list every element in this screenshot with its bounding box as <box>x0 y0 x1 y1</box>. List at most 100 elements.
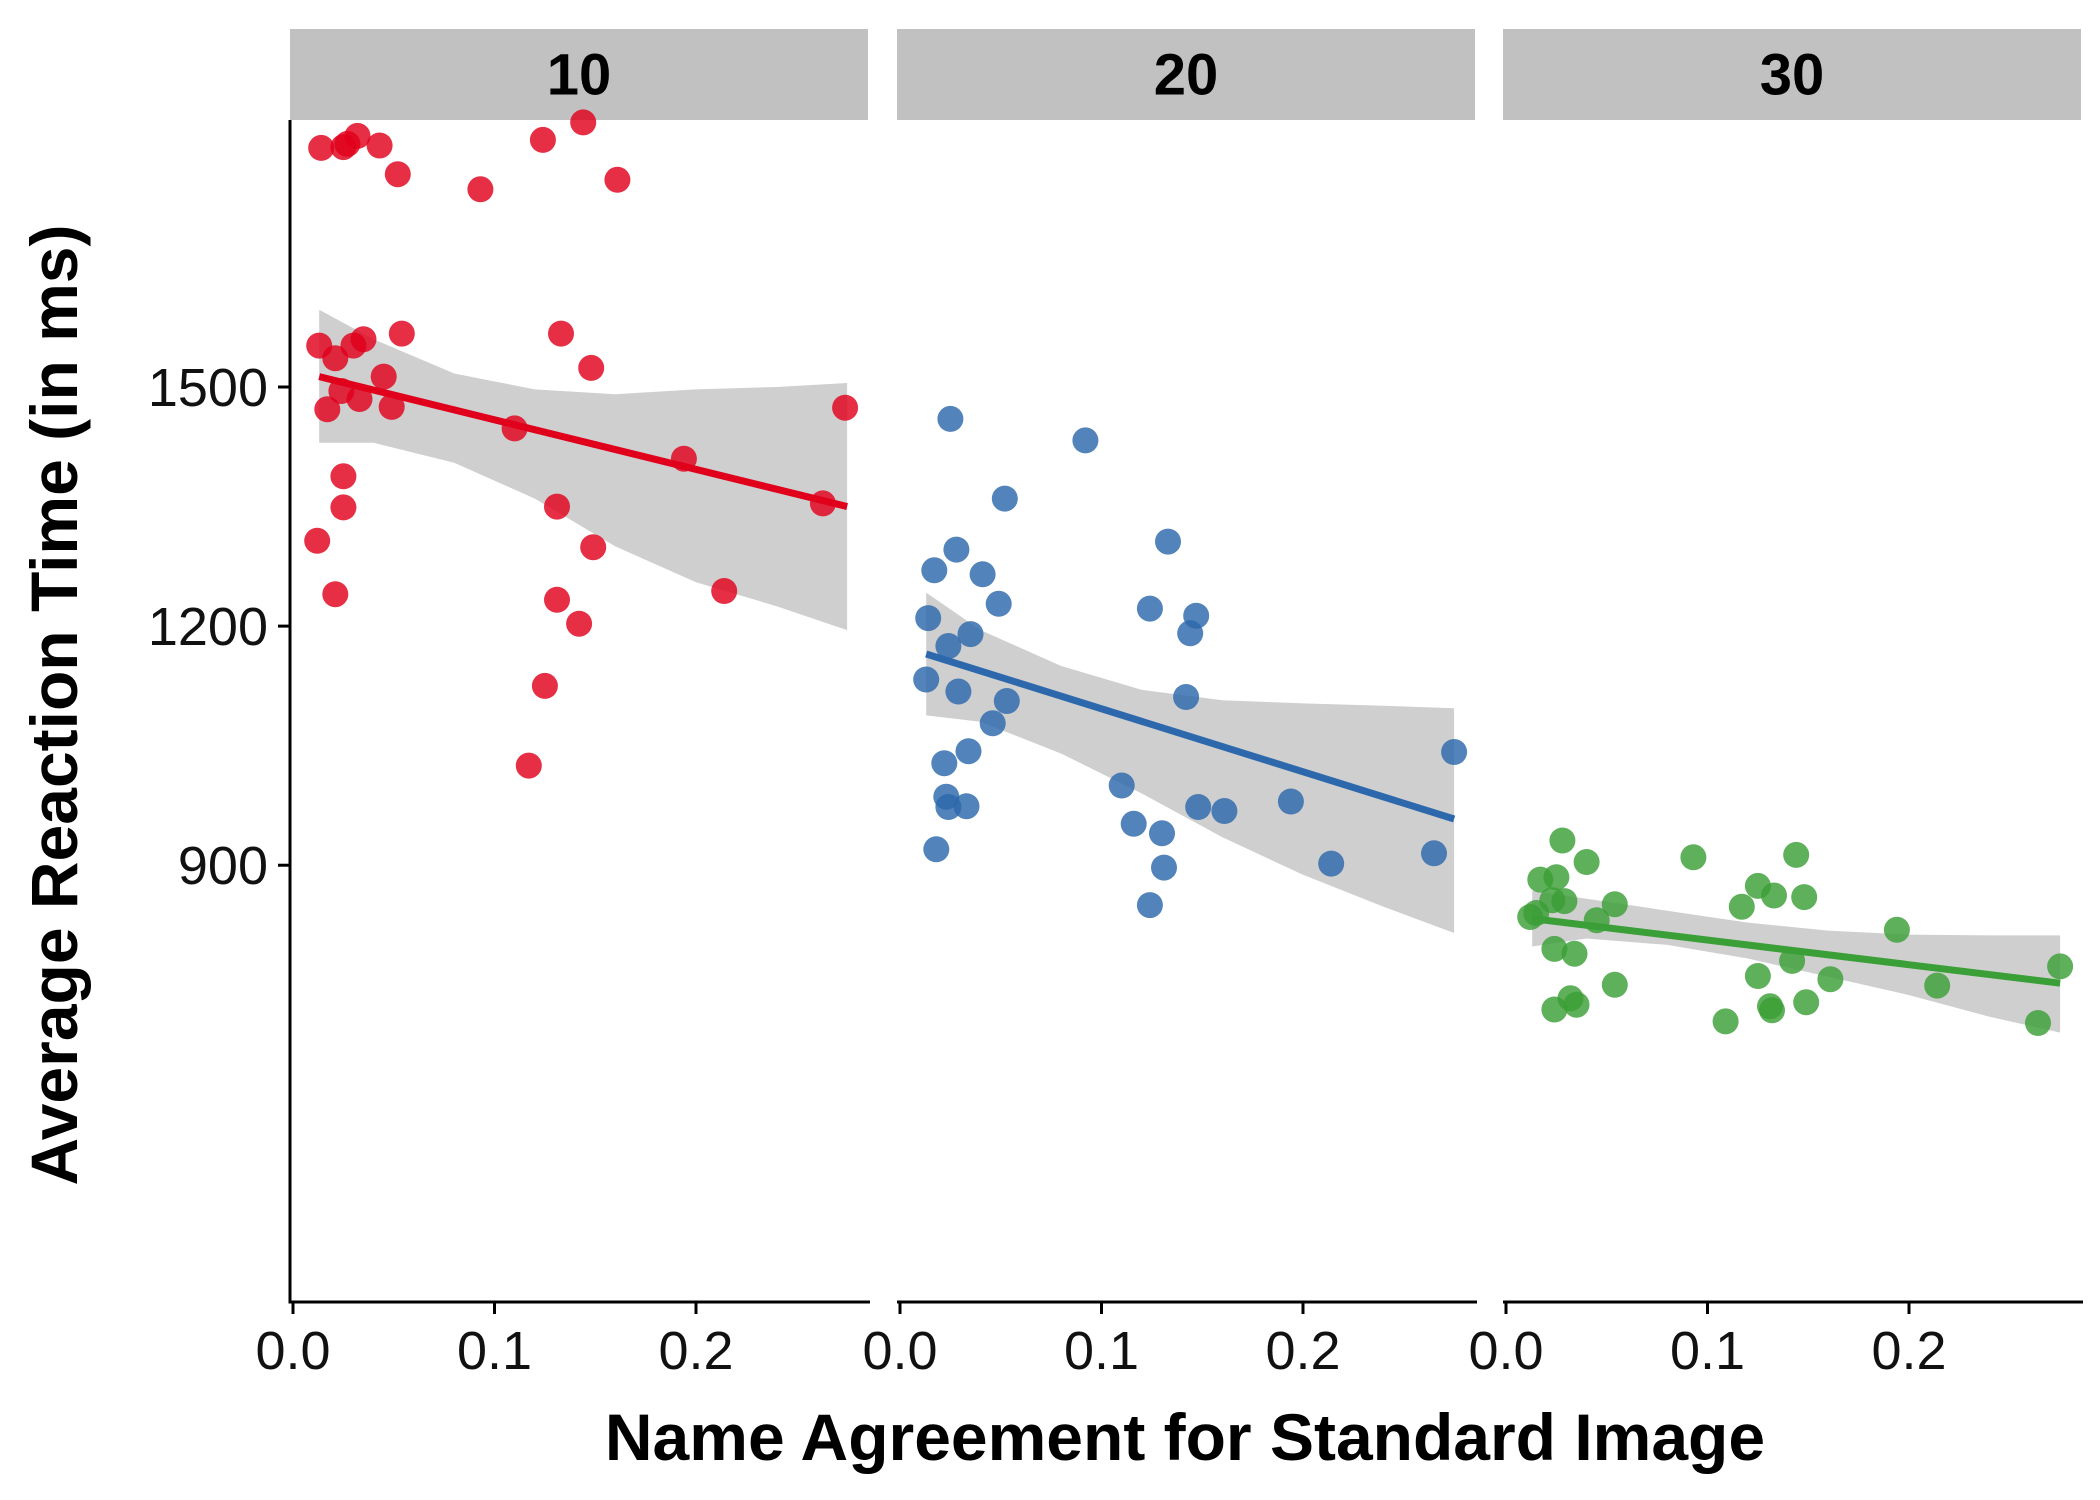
x-tick-label: 0.2 <box>658 1321 733 1381</box>
data-point <box>322 581 349 608</box>
panels-layer: 10 20 30 <box>290 29 2081 1036</box>
data-point <box>832 394 859 421</box>
data-point <box>1211 798 1238 824</box>
data-point <box>330 494 357 521</box>
data-point <box>334 130 361 157</box>
axes-layer: 0.0 0.1 0.2 0.0 0.1 0.2 0.0 0.1 0.2 900 1200 1500 <box>148 120 2083 1381</box>
data-point <box>531 672 558 699</box>
x-tick-label: 0.1 <box>1064 1321 1139 1381</box>
data-point <box>1120 810 1147 837</box>
data-point <box>346 386 373 412</box>
data-point <box>913 666 940 693</box>
data-point <box>378 393 405 420</box>
data-point <box>1791 884 1818 911</box>
facet-strip-label: 30 <box>1760 43 1825 108</box>
data-point <box>1680 844 1707 871</box>
data-point <box>304 527 331 554</box>
x-tick-label: 0.2 <box>1265 1321 1340 1381</box>
regression-line <box>925 650 1456 823</box>
data-point <box>1072 427 1099 454</box>
data-point <box>467 176 494 203</box>
data-point <box>979 710 1006 737</box>
data-point <box>544 586 570 613</box>
data-point <box>915 605 942 632</box>
x-tick-label: 0.1 <box>1670 1321 1745 1381</box>
data-point <box>1549 827 1576 854</box>
data-point <box>370 363 397 390</box>
data-point <box>1783 841 1810 868</box>
facet-strip-label: 10 <box>547 43 612 108</box>
data-point <box>1149 820 1175 847</box>
data-point <box>515 752 542 779</box>
x-tick-label: 0.1 <box>457 1321 532 1381</box>
regression-line <box>1531 915 2061 987</box>
data-point <box>711 578 738 604</box>
data-point <box>314 396 341 423</box>
data-point <box>566 610 593 637</box>
data-point <box>1793 989 1820 1016</box>
data-point <box>1744 963 1771 989</box>
data-point <box>2025 1010 2051 1036</box>
data-point <box>923 836 950 863</box>
data-point <box>604 166 631 193</box>
facet-panel-20: 20 <box>897 29 1475 933</box>
data-point <box>991 485 1018 512</box>
data-point <box>570 109 597 136</box>
data-point <box>1543 864 1570 891</box>
data-point <box>1883 916 1910 943</box>
data-point <box>580 534 607 561</box>
data-point <box>985 590 1012 617</box>
data-point <box>1573 849 1600 875</box>
data-point <box>935 633 962 659</box>
x-tick-label: 0.2 <box>1871 1321 1946 1381</box>
y-axis-title: Average Reaction Time (in ms) <box>17 225 91 1186</box>
data-point <box>1541 935 1568 962</box>
x-axis-title: Name Agreement for Standard Image <box>605 1400 1765 1474</box>
data-point <box>1924 972 1951 999</box>
data-point <box>350 326 377 353</box>
data-point <box>1421 840 1447 867</box>
y-tick-label: 1200 <box>148 597 268 657</box>
data-point <box>1441 739 1468 765</box>
data-point <box>921 557 948 584</box>
data-point <box>1151 854 1177 881</box>
facet-strip-label: 20 <box>1154 43 1219 108</box>
x-tick-label: 0.0 <box>255 1321 330 1381</box>
data-point <box>1761 882 1787 909</box>
data-point <box>945 678 972 705</box>
facet-panel-30: 30 <box>1503 29 2081 1036</box>
data-point <box>1563 991 1590 1018</box>
facet-panel-10: 10 <box>290 29 868 779</box>
data-point <box>366 132 393 159</box>
confidence-band <box>319 309 848 631</box>
facet-strip <box>1503 29 2081 120</box>
data-point <box>1136 892 1163 919</box>
data-point <box>1561 940 1588 967</box>
data-point <box>1155 528 1181 555</box>
data-point <box>1601 891 1628 918</box>
data-point <box>1108 772 1135 799</box>
data-point <box>384 161 411 188</box>
data-point <box>2047 953 2074 980</box>
data-point <box>578 354 605 381</box>
data-point <box>1136 595 1163 622</box>
data-point <box>1728 893 1755 920</box>
data-point <box>1177 620 1204 647</box>
data-point <box>322 345 349 372</box>
data-point <box>548 320 574 347</box>
data-point <box>1517 904 1544 930</box>
data-point <box>330 463 357 490</box>
data-point <box>937 405 964 432</box>
data-point <box>1601 971 1628 998</box>
data-point <box>529 126 556 153</box>
data-point <box>1173 684 1200 710</box>
data-point <box>1277 788 1304 815</box>
data-point <box>1541 996 1568 1023</box>
data-point <box>1318 850 1345 877</box>
data-point <box>1817 966 1844 993</box>
facet-strip <box>290 29 868 120</box>
facet-strip <box>897 29 1475 120</box>
x-tick-label: 0.0 <box>862 1321 937 1381</box>
data-point <box>953 793 980 820</box>
